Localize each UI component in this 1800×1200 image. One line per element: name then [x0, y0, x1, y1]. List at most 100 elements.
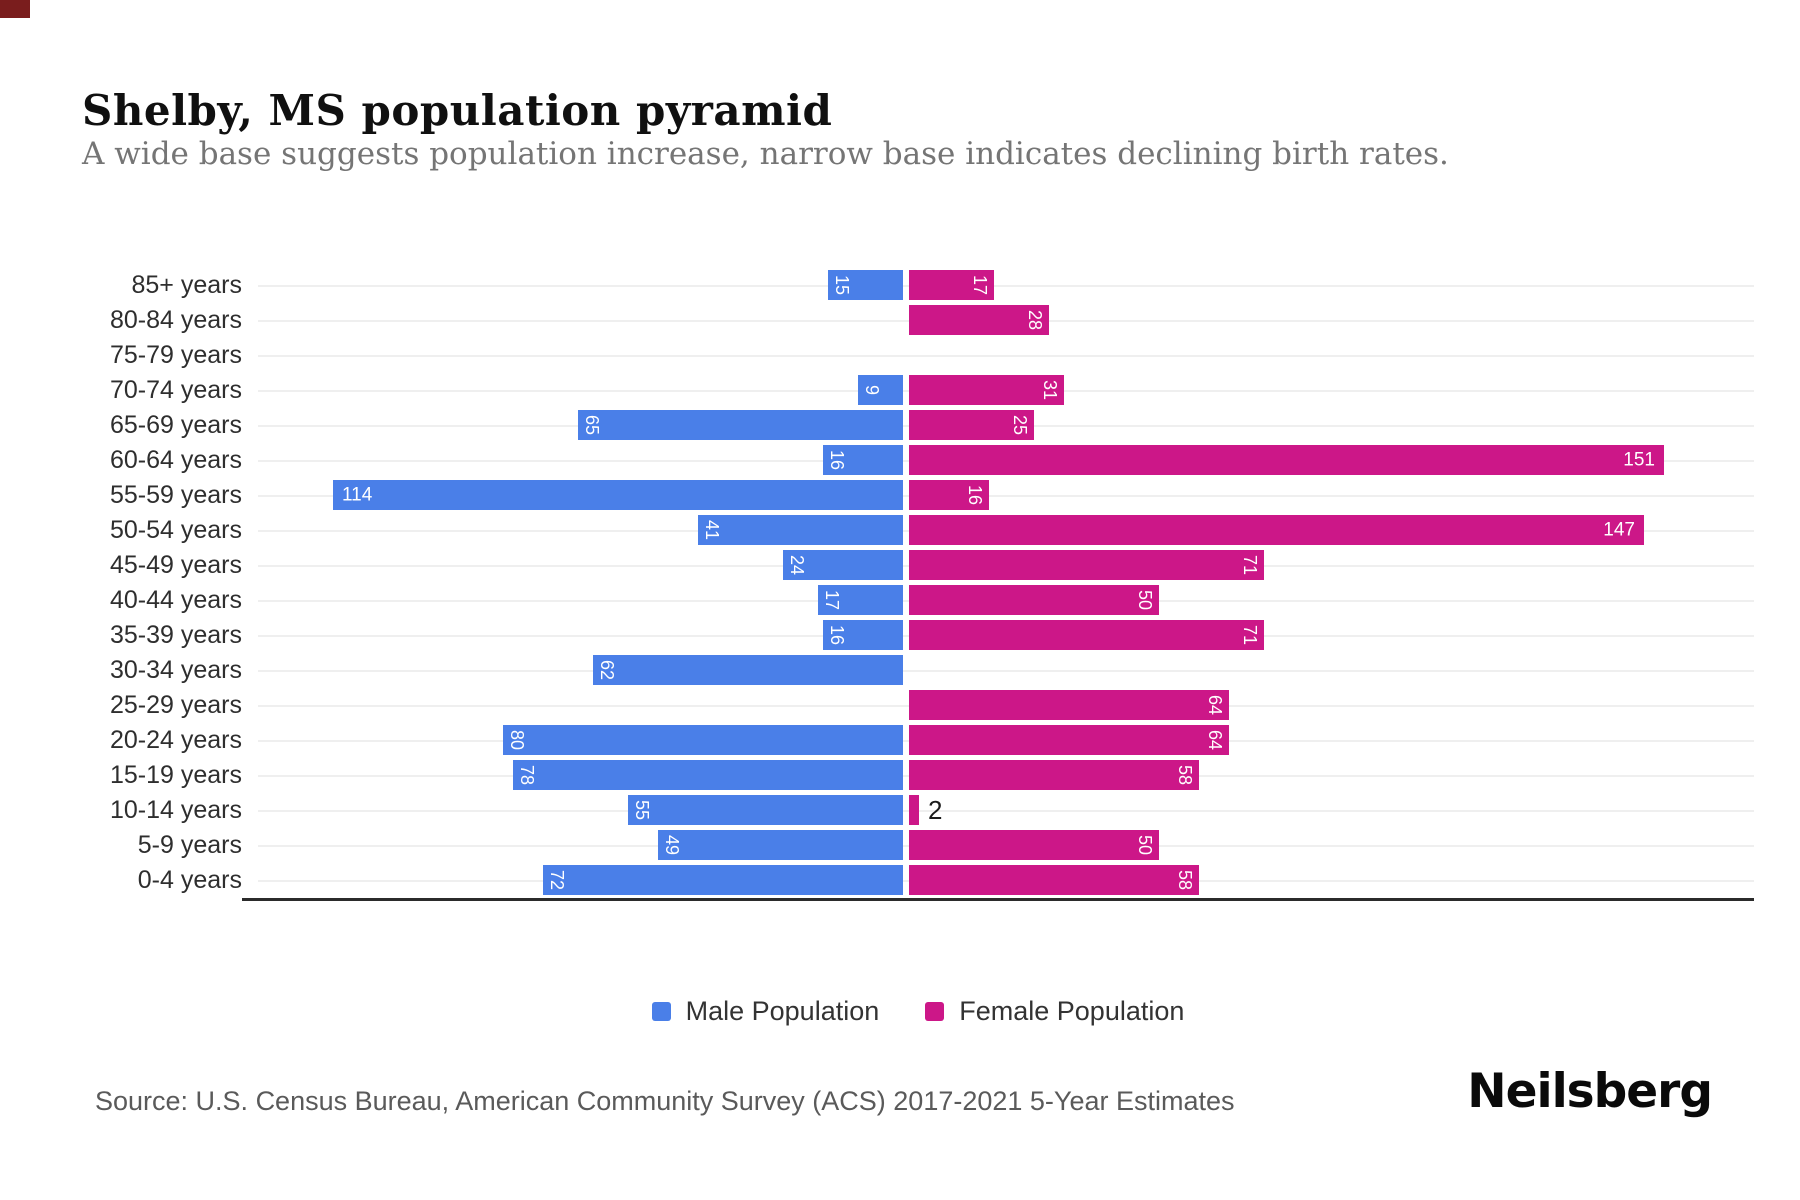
male-bar[interactable]: 41 — [698, 515, 903, 545]
female-bar[interactable]: 50 — [909, 585, 1159, 615]
female-bar-zone: 28 — [906, 303, 1754, 338]
male-bar-zone: 62 — [258, 653, 906, 688]
legend-item-female[interactable]: Female Population — [925, 996, 1184, 1027]
male-bar-value-label: 16 — [827, 624, 847, 646]
pyramid-row: 10-14 years 55 2 — [82, 793, 1754, 828]
pyramid-row: 55-59 years 114 16 — [82, 478, 1754, 513]
female-bar[interactable]: 16 — [909, 480, 989, 510]
female-bar-value-label: 16 — [965, 484, 985, 506]
female-legend-label: Female Population — [959, 996, 1185, 1026]
female-bar-zone: 64 — [906, 723, 1754, 758]
male-bar[interactable]: 15 — [828, 270, 903, 300]
male-bar[interactable]: 24 — [783, 550, 903, 580]
female-bar[interactable]: 31 — [909, 375, 1064, 405]
male-bar-value-label: 15 — [832, 274, 852, 296]
pyramid-row: 80-84 years 28 — [82, 303, 1754, 338]
male-bar[interactable]: 9 — [858, 375, 903, 405]
female-bar-zone: 16 — [906, 478, 1754, 513]
row-plot: 41 147 — [258, 513, 1754, 548]
female-bar[interactable]: 64 — [909, 725, 1229, 755]
female-bar-value-label: 58 — [1175, 764, 1195, 786]
female-bar-zone: 50 — [906, 583, 1754, 618]
male-bar[interactable]: 72 — [543, 865, 903, 895]
female-bar-value-label: 71 — [1240, 624, 1260, 646]
row-plot: 80 64 — [258, 723, 1754, 758]
male-legend-label: Male Population — [685, 996, 880, 1026]
pyramid-row: 65-69 years 65 25 — [82, 408, 1754, 443]
female-bar-zone: 58 — [906, 863, 1754, 898]
corner-mark — [0, 0, 30, 18]
female-bar-zone: 151 — [906, 443, 1754, 478]
pyramid-row: 15-19 years 78 58 — [82, 758, 1754, 793]
female-bar[interactable]: 17 — [909, 270, 994, 300]
row-plot: 114 16 — [258, 478, 1754, 513]
row-plot: 72 58 — [258, 863, 1754, 898]
female-bar[interactable]: 64 — [909, 690, 1229, 720]
male-bar[interactable]: 65 — [578, 410, 903, 440]
female-bar-zone: 25 — [906, 408, 1754, 443]
male-bar[interactable]: 114 — [333, 480, 903, 510]
row-gridline — [258, 494, 1754, 497]
page-title: Shelby, MS population pyramid — [82, 86, 833, 136]
male-bar-value-label: 72 — [547, 869, 567, 891]
female-bar-zone: 50 — [906, 828, 1754, 863]
male-bar[interactable]: 62 — [593, 655, 903, 685]
female-bar-zone: 17 — [906, 268, 1754, 303]
female-bar[interactable]: 28 — [909, 305, 1049, 335]
female-bar[interactable]: 71 — [909, 550, 1264, 580]
male-bar[interactable]: 78 — [513, 760, 903, 790]
chart-legend: Male Population Female Population — [82, 996, 1754, 1027]
row-gridline — [258, 284, 1754, 287]
male-bar[interactable]: 49 — [658, 830, 903, 860]
female-bar-zone: 147 — [906, 513, 1754, 548]
male-bar-zone: 72 — [258, 863, 906, 898]
pyramid-row: 45-49 years 24 71 — [82, 548, 1754, 583]
female-bar[interactable]: 25 — [909, 410, 1034, 440]
female-bar[interactable]: 147 — [909, 515, 1644, 545]
source-attribution: Source: U.S. Census Bureau, American Com… — [95, 1086, 1235, 1116]
male-bar-zone — [258, 688, 906, 723]
male-bar-zone: 41 — [258, 513, 906, 548]
female-bar[interactable]: 58 — [909, 865, 1199, 895]
female-legend-swatch-icon — [925, 1002, 945, 1021]
male-bar[interactable]: 17 — [818, 585, 903, 615]
male-bar[interactable]: 80 — [503, 725, 903, 755]
female-bar-value-label: 64 — [1205, 729, 1225, 751]
male-bar[interactable]: 16 — [823, 620, 903, 650]
female-bar[interactable]: 71 — [909, 620, 1264, 650]
pyramid-row: 20-24 years 80 64 — [82, 723, 1754, 758]
row-plot: 65 25 — [258, 408, 1754, 443]
male-bar-zone: 17 — [258, 583, 906, 618]
female-bar-value-label: 58 — [1175, 869, 1195, 891]
pyramid-row: 0-4 years 72 58 — [82, 863, 1754, 898]
age-group-label: 55-59 years — [109, 481, 242, 509]
female-bar-value-label: 50 — [1135, 834, 1155, 856]
male-bar-zone: 80 — [258, 723, 906, 758]
pyramid-row: 30-34 years 62 — [82, 653, 1754, 688]
male-bar[interactable]: 55 — [628, 795, 903, 825]
female-bar-value-label: 151 — [1623, 449, 1655, 471]
age-group-label: 5-9 years — [137, 831, 242, 859]
age-group-label: 40-44 years — [109, 586, 242, 614]
age-group-label: 70-74 years — [109, 376, 242, 404]
female-bar[interactable]: 151 — [909, 445, 1664, 475]
male-bar[interactable]: 16 — [823, 445, 903, 475]
female-bar[interactable]: 2 — [909, 795, 942, 825]
pyramid-row: 75-79 years — [82, 338, 1754, 373]
pyramid-row: 50-54 years 41 147 — [82, 513, 1754, 548]
row-plot: 24 71 — [258, 548, 1754, 583]
female-bar-value-label: 31 — [1040, 379, 1060, 401]
female-bar-zone: 58 — [906, 758, 1754, 793]
male-bar-value-label: 41 — [702, 519, 722, 541]
female-bar[interactable]: 50 — [909, 830, 1159, 860]
age-group-label: 50-54 years — [109, 516, 242, 544]
pyramid-rows: 85+ years 15 17 80-84 years 28 75-79 yea… — [82, 268, 1754, 898]
row-gridline — [258, 809, 1754, 812]
row-gridline — [258, 669, 1754, 672]
female-bar[interactable]: 58 — [909, 760, 1199, 790]
legend-item-male[interactable]: Male Population — [651, 996, 880, 1027]
male-bar-value-label: 62 — [597, 659, 617, 681]
age-group-label: 35-39 years — [109, 621, 242, 649]
male-bar-zone: 15 — [258, 268, 906, 303]
